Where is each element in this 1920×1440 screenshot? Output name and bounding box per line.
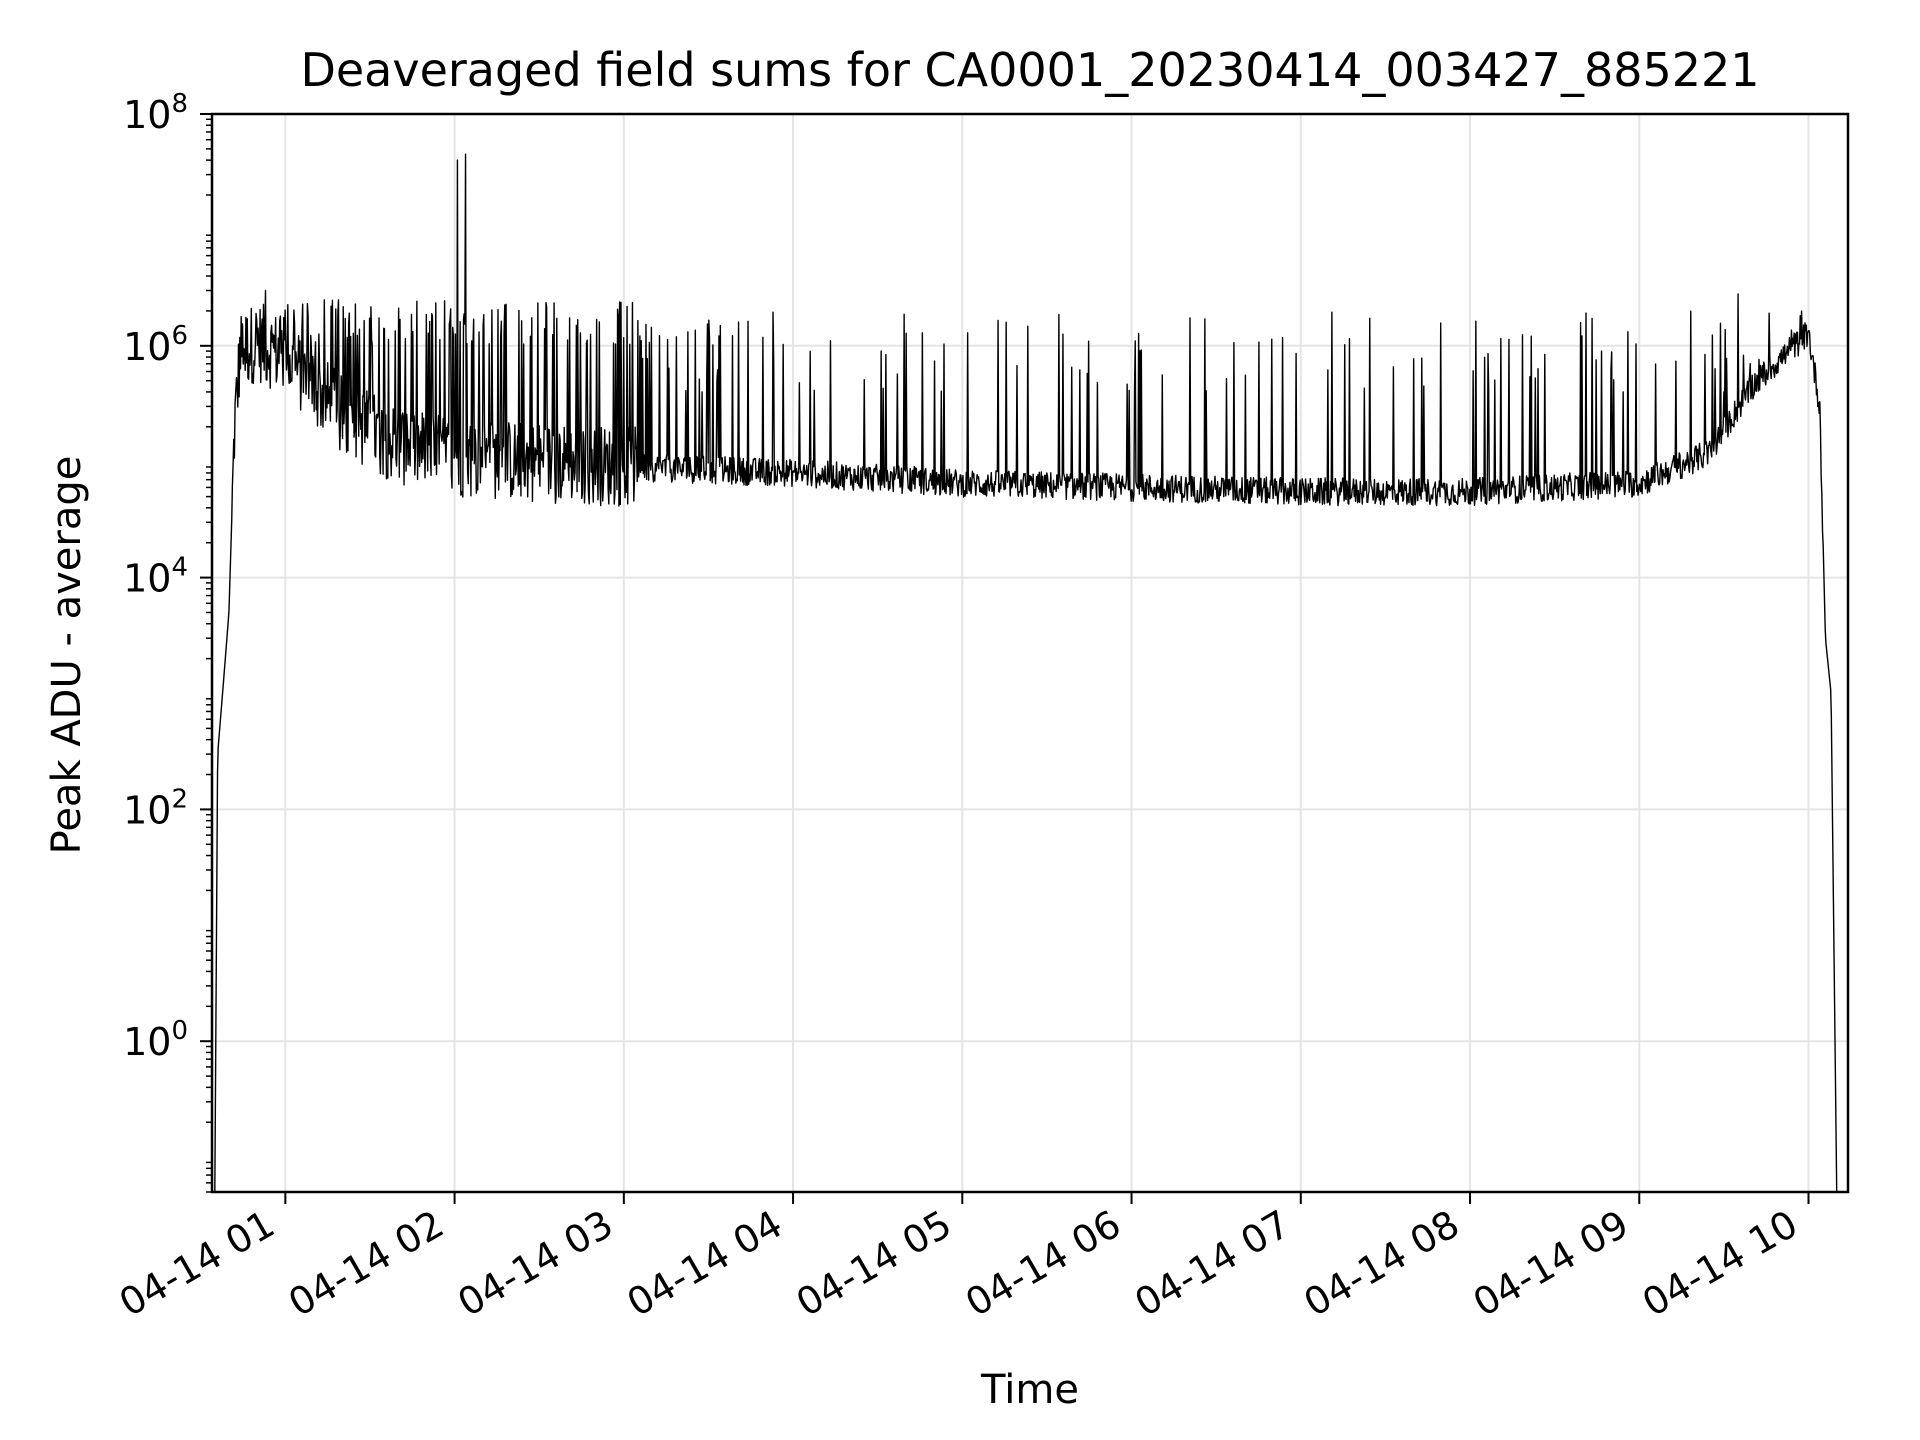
plot-area [214, 153, 1838, 1192]
series-group [214, 153, 1838, 1192]
y-tick-label: 104 [123, 553, 188, 601]
y-axis-label: Peak ADU - average [44, 456, 90, 855]
y-tick-label: 102 [123, 784, 188, 832]
chart-title: Deaveraged field sums for CA0001_2023041… [300, 43, 1759, 97]
grid-lines [212, 113, 1848, 1192]
y-tick-label: 108 [123, 89, 188, 137]
y-axis: 100 102 104 106 108 [123, 89, 212, 1193]
y-tick-label: 106 [123, 321, 188, 369]
axes-frame [210, 112, 1850, 1194]
x-axis-label: Time [980, 1367, 1079, 1413]
series-line [214, 153, 1838, 1192]
y-tick-label: 100 [123, 1016, 188, 1064]
